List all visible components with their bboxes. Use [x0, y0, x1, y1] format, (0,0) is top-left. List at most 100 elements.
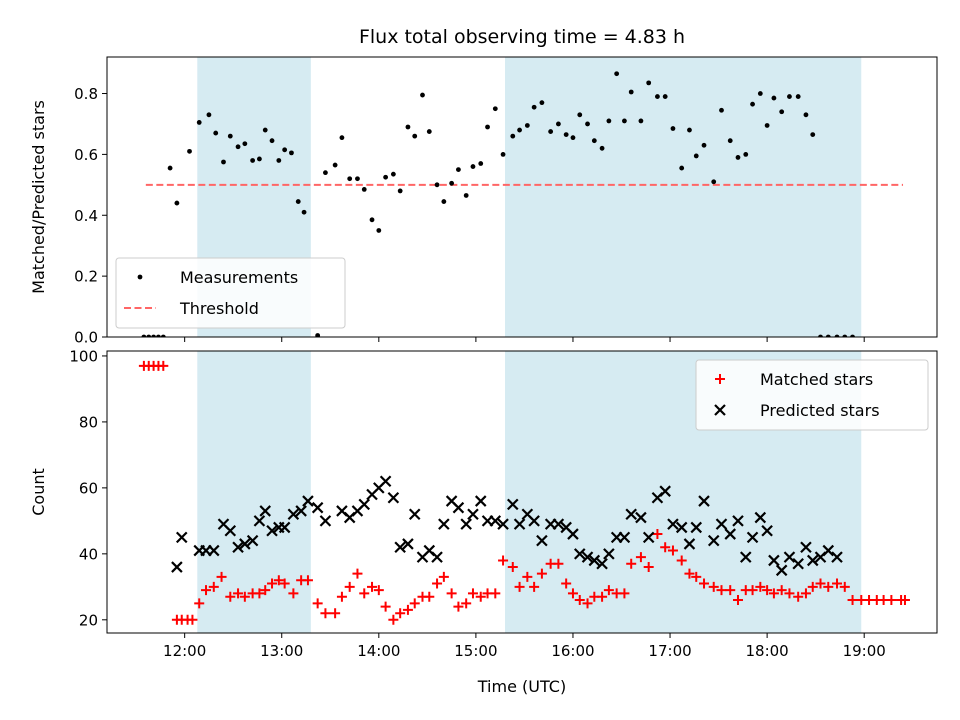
data-point [889, 0, 894, 2]
data-point [434, 182, 440, 188]
x-tick-label: 16:00 [551, 642, 594, 660]
data-point [315, 333, 321, 337]
data-point [599, 145, 605, 151]
data-point [289, 150, 294, 156]
y-tick-label: 0.2 [74, 268, 98, 286]
data-point [470, 164, 476, 169]
data-point [485, 124, 490, 130]
data-point [724, 528, 737, 540]
data-point [768, 588, 779, 599]
data-point [659, 485, 671, 497]
data-point [208, 544, 220, 557]
data-point [662, 94, 668, 99]
data-point [201, 585, 212, 596]
data-point [408, 508, 421, 521]
data-point [899, 595, 910, 606]
data-point [646, 80, 652, 86]
data-point [850, 334, 855, 337]
x-tick-label: 19:00 [843, 642, 886, 660]
data-point [151, 334, 156, 337]
data-point [405, 124, 411, 130]
data-point [810, 132, 816, 138]
data-point [553, 558, 564, 569]
data-point [577, 112, 583, 118]
data-point [762, 585, 773, 596]
bottom-panel: 12:00 13:00 14:00 15:00 16:00 17:00 18:00 19:00… [29, 347, 938, 660]
legend-label: Matched stars [760, 370, 873, 389]
shaded-interval-1 [505, 57, 862, 337]
data-point [367, 581, 378, 592]
legend-marker [715, 374, 725, 384]
data-point [839, 581, 850, 592]
data-point [339, 135, 345, 141]
data-point [638, 118, 644, 124]
data-point [475, 591, 486, 602]
data-point [412, 133, 418, 139]
y-tick-label: 80 [79, 413, 98, 431]
data-point [174, 200, 180, 206]
data-point [432, 578, 443, 589]
data-point [278, 521, 291, 534]
data-point [239, 591, 250, 602]
data-point [254, 588, 265, 599]
data-point [755, 581, 766, 592]
data-point [528, 515, 540, 527]
data-point [614, 71, 620, 77]
data-point [239, 538, 251, 550]
data-point [622, 118, 627, 124]
data-point [507, 562, 518, 573]
data-point [332, 162, 338, 168]
data-point [701, 142, 707, 148]
data-point [379, 475, 392, 488]
y-tick-label: 100 [69, 347, 98, 365]
data-point [573, 548, 586, 560]
data-point [768, 554, 780, 567]
data-point [267, 578, 278, 589]
data-point [402, 604, 413, 615]
series-measurements [141, 0, 908, 337]
data-point [446, 588, 457, 599]
data-point [715, 518, 728, 530]
data-point [497, 518, 509, 530]
plot-area [138, 360, 910, 625]
data-point [807, 581, 818, 592]
data-point [461, 598, 472, 609]
data-point [747, 585, 758, 596]
data-point [196, 120, 202, 125]
data-point [832, 578, 843, 589]
data-point [359, 588, 370, 599]
data-point [490, 588, 501, 599]
data-point [585, 121, 590, 127]
data-point [524, 123, 530, 128]
data-point [456, 167, 461, 173]
legend-box [695, 359, 929, 431]
data-point [227, 133, 233, 139]
data-point [779, 109, 785, 115]
data-point [383, 174, 389, 180]
legend-label: Threshold [179, 299, 259, 318]
data-point [266, 524, 278, 537]
data-point [336, 591, 347, 602]
data-point [344, 581, 355, 592]
data-point [312, 598, 323, 609]
data-point [687, 127, 692, 133]
data-point [732, 595, 743, 606]
data-point [754, 511, 767, 524]
data-point [775, 564, 788, 577]
data-point [194, 598, 205, 609]
data-point [684, 568, 695, 579]
data-point [800, 588, 811, 599]
x-tick-label: 12:00 [163, 642, 206, 660]
data-point [171, 561, 183, 573]
data-point [603, 585, 614, 596]
data-point [311, 501, 324, 514]
data-point [221, 159, 226, 165]
data-point [903, 0, 908, 2]
y-axis-label: Matched/Predicted stars [29, 100, 48, 294]
data-point [302, 575, 313, 586]
y-tick-label: 20 [79, 611, 98, 629]
data-point [208, 581, 219, 592]
data-point [764, 123, 770, 128]
data-point [567, 588, 578, 599]
data-point [539, 100, 545, 106]
